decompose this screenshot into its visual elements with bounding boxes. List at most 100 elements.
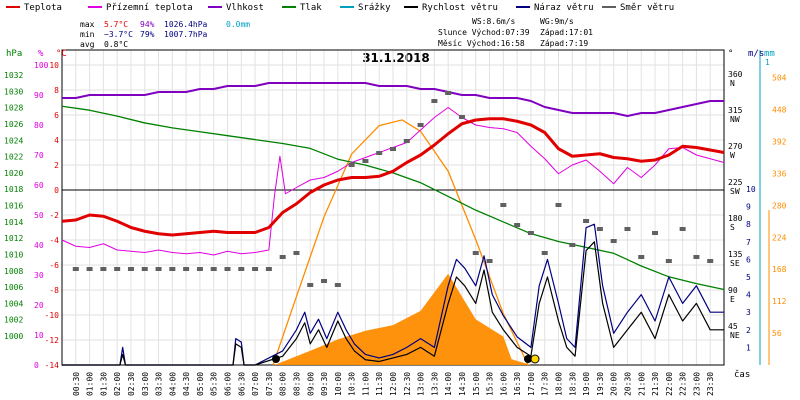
legend-label: Náraz větru xyxy=(534,3,594,13)
wind-direction-mark xyxy=(224,267,231,271)
axis-title-degrees: ° xyxy=(728,49,733,59)
wind-direction-mark xyxy=(638,255,645,259)
tick-label-time: 11:00 xyxy=(361,372,370,396)
stats-block: max 5.7°C 94% 1026.4hPa 0.0mm min −3.7°C… xyxy=(80,20,250,49)
solar-theoretical-line xyxy=(272,119,529,366)
tick-label-celsius: 2 xyxy=(54,161,59,170)
wind-direction-layer xyxy=(72,91,714,287)
wind-direction-mark xyxy=(583,219,590,223)
stats-min-temp: −3.7°C xyxy=(104,30,133,39)
tick-label-solar: 448 xyxy=(772,106,787,115)
tick-label-percent: 60 xyxy=(34,181,44,190)
legend: Teplota Přízemní teplota Vlhkost Tlak Sr… xyxy=(6,3,674,13)
tick-label-percent: 70 xyxy=(34,151,44,160)
tick-label-time: 16:00 xyxy=(499,372,508,396)
tick-label-hpa: 1006 xyxy=(4,283,23,292)
tick-label-solar: 392 xyxy=(772,138,787,147)
tick-label-direction: 360 xyxy=(728,70,743,79)
wind-direction-mark xyxy=(527,231,534,235)
tick-label-time: 12:00 xyxy=(389,372,398,396)
tick-label-ms: 9 xyxy=(746,203,751,212)
tick-label-celsius: -10 xyxy=(45,311,60,320)
wind-direction-mark xyxy=(155,267,162,271)
legend-item-rychlost-vetru: Rychlost větru xyxy=(404,3,498,13)
wind-direction-mark xyxy=(541,251,548,255)
legend-label: Směr větru xyxy=(620,3,674,13)
tick-label-time: 02:00 xyxy=(113,372,122,396)
tick-label-celsius: -6 xyxy=(49,261,59,270)
tick-label-hpa: 1030 xyxy=(4,87,23,96)
axes: 1032103010281026102410221020101810161014… xyxy=(4,50,787,396)
tick-label-hpa: 1004 xyxy=(4,299,23,308)
tick-label-time: 11:30 xyxy=(375,372,384,396)
tick-label-ms: 5 xyxy=(746,273,751,282)
wind-direction-mark xyxy=(472,251,479,255)
axis-title-time: čas xyxy=(734,369,750,380)
tick-label-percent: 10 xyxy=(34,331,44,340)
wind-direction-mark xyxy=(362,159,369,163)
wind-direction-mark xyxy=(707,259,714,263)
tick-label-time: 23:30 xyxy=(706,372,715,396)
wind-gust-line xyxy=(62,223,724,366)
wind-direction-mark xyxy=(458,115,465,119)
tick-label-hpa: 1002 xyxy=(4,316,23,325)
tick-label-hpa: 1024 xyxy=(4,136,23,145)
tick-label-compass: N xyxy=(730,79,735,88)
tick-label-time: 18:30 xyxy=(568,372,577,396)
wind-direction-mark xyxy=(210,267,217,271)
tick-label-mm: 1 xyxy=(765,58,770,67)
tick-label-time: 01:00 xyxy=(86,372,95,396)
wind-direction-mark xyxy=(390,147,396,151)
info-block: WS:8.6m/s WG:9m/s Slunce Východ:07:39 Zá… xyxy=(438,17,593,48)
axis-title-ms: m/s xyxy=(748,49,764,59)
tick-label-time: 14:00 xyxy=(444,372,453,396)
tick-label-time: 04:00 xyxy=(168,372,177,396)
tick-label-percent: 40 xyxy=(34,241,44,250)
legend-label: Přízemní teplota xyxy=(106,3,193,13)
tick-label-hpa: 1018 xyxy=(4,185,23,194)
tick-label-direction: 270 xyxy=(728,142,743,151)
wind-direction-mark xyxy=(486,259,493,263)
tick-label-compass: S xyxy=(730,223,735,232)
tick-label-time: 17:30 xyxy=(541,372,550,396)
tick-label-time: 09:00 xyxy=(306,372,315,396)
chart-title: 31.1.2018 xyxy=(362,51,430,65)
tick-label-time: 20:30 xyxy=(623,372,632,396)
wind-direction-mark xyxy=(610,239,617,243)
tick-label-time: 15:00 xyxy=(472,372,481,396)
tick-label-time: 10:30 xyxy=(348,372,357,396)
tick-label-direction: 90 xyxy=(728,286,738,295)
tick-label-direction: 225 xyxy=(728,178,743,187)
tick-label-percent: 0 xyxy=(34,361,39,370)
info-sunrise: Slunce Východ:07:39 xyxy=(438,28,530,37)
wind-speed-line xyxy=(62,241,724,366)
axis-title-celsius: °C xyxy=(56,49,67,59)
tick-label-solar: 224 xyxy=(772,233,787,242)
stats-max-humidity: 94% xyxy=(140,20,155,29)
tick-label-solar: 280 xyxy=(772,201,787,210)
tick-label-ms: 3 xyxy=(746,308,751,317)
wind-direction-mark xyxy=(238,267,245,271)
stats-max-rain: 0.0mm xyxy=(226,20,250,29)
tick-label-time: 21:00 xyxy=(637,372,646,396)
tick-label-compass: W xyxy=(730,151,735,160)
legend-label: Teplota xyxy=(24,3,62,13)
tick-label-hpa: 1012 xyxy=(4,234,23,243)
tick-label-time: 06:30 xyxy=(237,372,246,396)
info-moonrise: Měsíc Východ:16:58 xyxy=(438,39,525,48)
tick-label-ms: 7 xyxy=(746,238,751,247)
wind-direction-mark xyxy=(431,99,438,103)
tick-label-percent: 30 xyxy=(34,271,44,280)
tick-label-ms: 4 xyxy=(746,291,751,300)
wind-direction-mark xyxy=(569,243,576,247)
tick-label-hpa: 1028 xyxy=(4,104,23,113)
legend-item-teplota: Teplota xyxy=(6,3,62,13)
tick-label-time: 17:00 xyxy=(527,372,536,396)
stats-avg-temp: 0.8°C xyxy=(104,40,128,49)
tick-label-time: 08:00 xyxy=(279,372,288,396)
tick-label-ms: 10 xyxy=(746,185,756,194)
legend-item-tlak: Tlak xyxy=(282,3,322,13)
tick-label-solar: 56 xyxy=(772,329,782,338)
tick-label-time: 06:00 xyxy=(224,372,233,396)
